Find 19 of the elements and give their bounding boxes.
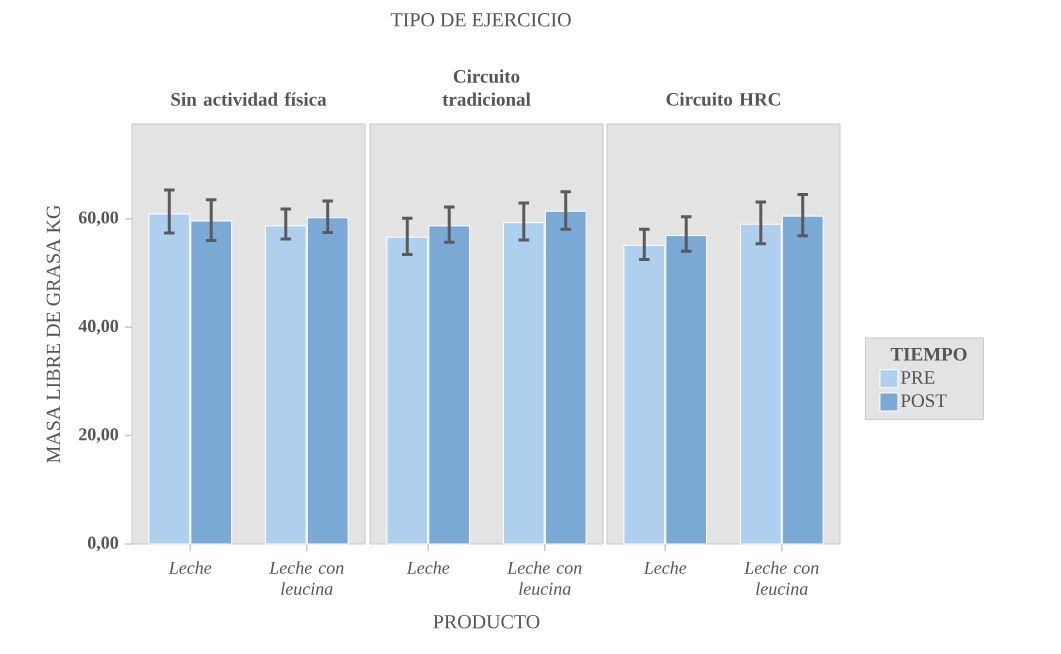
legend-label: POST [900, 394, 947, 408]
text: TIPO DE EJERCICIO [390, 13, 571, 27]
x-tick-label: Leche [643, 561, 687, 574]
x-tick-label: Leche con leucina [507, 561, 582, 595]
x-tick-label: Leche con leucina [744, 561, 819, 595]
y-tick-label: 60,00 [78, 211, 119, 227]
x-axis-title: PRODUCTO [433, 615, 540, 629]
legend-label: PRE [900, 371, 935, 384]
y-tick-label: 0,00 [87, 536, 119, 552]
legend-title: TIEMPO [890, 347, 967, 361]
chart-title: Circuito HRC [666, 92, 780, 106]
x-tick-label: Leche [406, 561, 450, 574]
x-tick-label: Leche con leucina [269, 561, 344, 595]
y-tick-label: 20,00 [79, 428, 119, 443]
x-tick-label: Leche [168, 561, 212, 574]
y-tick-label: 40,00 [78, 319, 119, 335]
chart-title: Sin actividad física [171, 92, 327, 106]
chart-title: Circuito tradicional [442, 69, 531, 106]
y-axis-title: MASA LIBRE DE GRASA KG [46, 205, 61, 463]
